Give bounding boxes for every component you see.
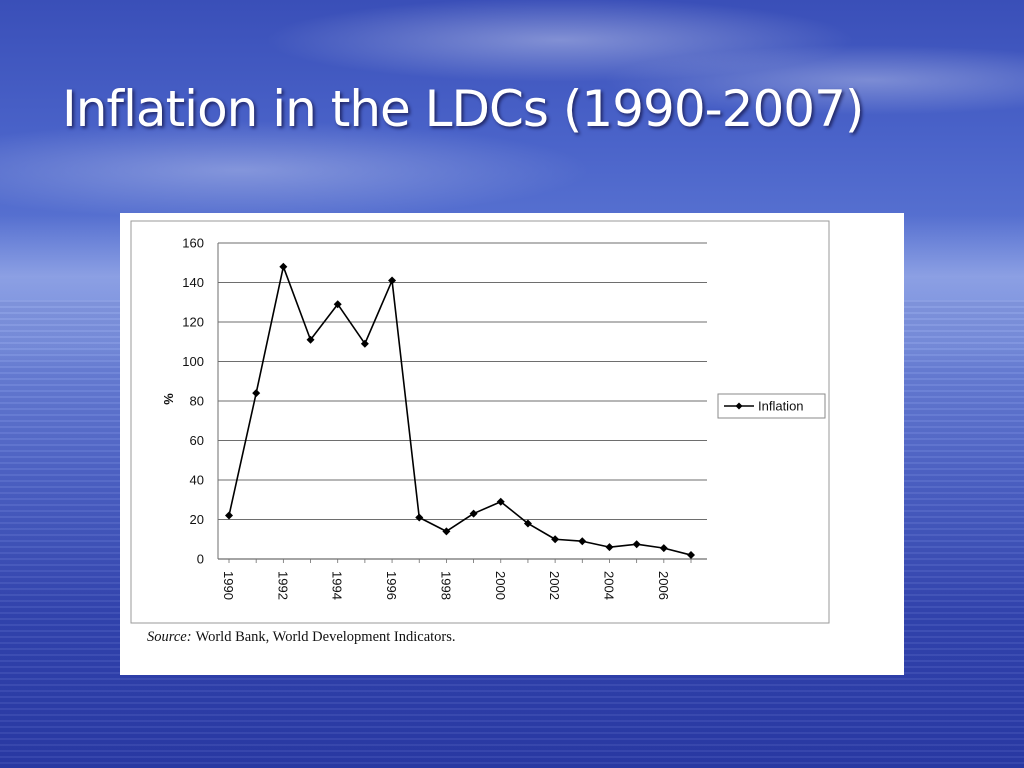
chart-panel: 0 20 40 60 80 100 120 140 160% 1990 1992 1994 1996 19…	[120, 213, 904, 675]
x-tick-label: 2002	[547, 571, 562, 600]
x-tick-label: 1990	[221, 571, 236, 600]
legend-label: Inflation	[758, 399, 804, 414]
data-point	[252, 389, 261, 398]
x-tick-label: 2004	[601, 571, 616, 600]
legend-marker	[735, 402, 743, 410]
data-point	[523, 519, 532, 528]
source-note: Source: World Bank, World Development Ind…	[147, 629, 456, 646]
data-point	[225, 511, 233, 520]
data-point	[442, 527, 451, 536]
slide-title: Inflation in the LDCs (1990-2007)	[62, 80, 864, 138]
chart-border	[130, 220, 830, 624]
y-tick-label: 120	[182, 315, 204, 330]
data-point	[605, 543, 614, 552]
y-tick-label: 40	[190, 473, 204, 488]
data-point	[496, 497, 505, 506]
x-tick-label: 1996	[384, 571, 399, 600]
data-point	[360, 339, 369, 348]
y-tick-label: 100	[182, 354, 204, 369]
inflation-line-chart: 0 20 40 60 80 100 120 140 160% 1990 1992 1994 1996 19…	[130, 220, 830, 624]
data-point	[578, 537, 587, 546]
data-point	[279, 262, 288, 271]
data-point	[551, 535, 560, 544]
y-tick-label: 20	[190, 512, 204, 527]
y-tick-label: 160	[182, 236, 204, 251]
data-point	[632, 540, 641, 549]
data-point	[415, 513, 424, 522]
x-tick-label: 2000	[493, 571, 508, 600]
y-tick-label: 0	[197, 552, 204, 567]
data-point	[388, 276, 397, 285]
y-axis-title: %	[161, 393, 176, 405]
data-point	[306, 335, 315, 344]
y-tick-label: 140	[182, 275, 204, 290]
y-tick-label: 60	[190, 433, 204, 448]
source-label: Source:	[147, 629, 192, 645]
data-point	[333, 300, 342, 309]
data-point	[469, 509, 478, 518]
data-point	[659, 544, 668, 553]
source-text: World Bank, World Development Indicators…	[195, 629, 456, 645]
data-point	[687, 551, 695, 560]
x-tick-label: 1998	[438, 571, 453, 600]
series-line	[228, 265, 692, 556]
x-tick-label: 1992	[275, 571, 290, 600]
x-tick-label: 2006	[656, 571, 671, 600]
x-tick-label: 1994	[330, 571, 345, 600]
y-tick-label: 80	[190, 394, 204, 409]
